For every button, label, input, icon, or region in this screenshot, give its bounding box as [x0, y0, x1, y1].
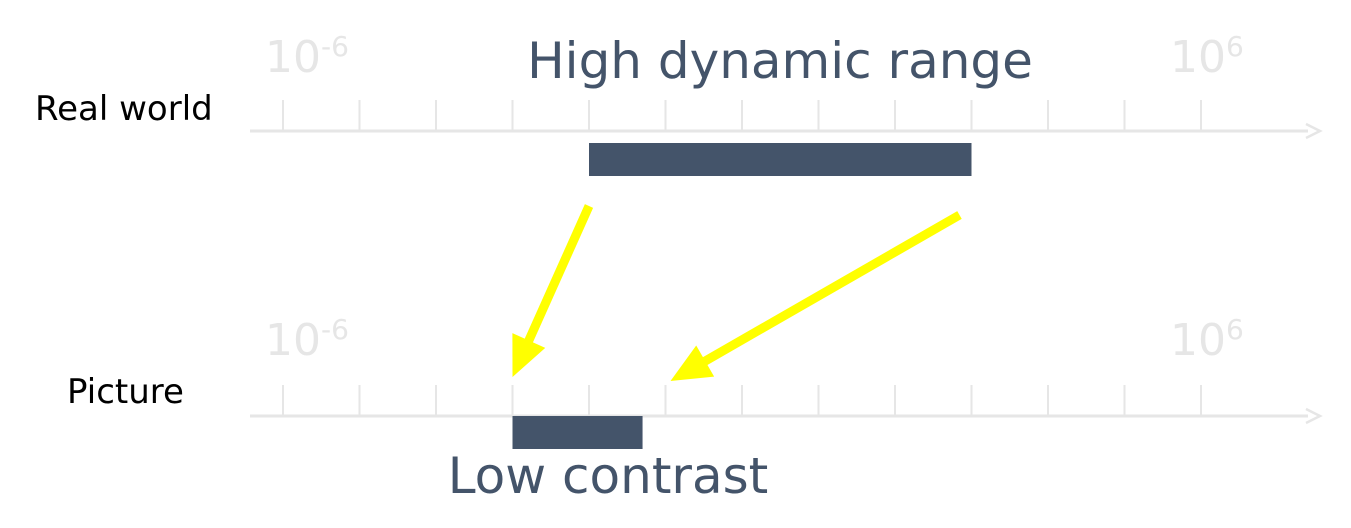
picture-axis-arrowhead [1305, 407, 1323, 425]
picture-scale-min-base: 10 [265, 315, 321, 366]
real-world-scale-min-base: 10 [265, 32, 321, 83]
arrow-range-start-shaft [523, 204, 594, 346]
real-world-scale-max-exp: 6 [1226, 30, 1244, 63]
picture-scale-max: 106 [1170, 313, 1244, 366]
real-world-label: Real world [35, 89, 213, 129]
real-world-scale-max-base: 10 [1170, 32, 1226, 83]
real-world-axis-arrowhead [1305, 122, 1323, 140]
arrow-range-end [670, 211, 962, 381]
picture-caption: Low contrast [448, 447, 769, 505]
arrow-range-start-head [512, 333, 546, 377]
picture-label: Picture [67, 372, 184, 412]
picture-scale-max-exp: 6 [1226, 313, 1244, 346]
arrow-range-end-head [670, 345, 715, 381]
picture-scale-min-exp: -6 [321, 313, 349, 346]
real-world-scale: 10-6 106 [265, 30, 1244, 83]
mapping-arrows [512, 204, 962, 381]
real-world-scale-min: 10-6 [265, 30, 349, 83]
real-world-range-holder [589, 143, 972, 176]
real-world-range-bar [589, 143, 972, 176]
real-world-scale-max: 106 [1170, 30, 1244, 83]
real-world-caption: High dynamic range [527, 32, 1033, 90]
picture-scale-max-base: 10 [1170, 315, 1226, 366]
picture-range-holder [512, 416, 643, 449]
arrow-range-end-shaft [699, 211, 962, 367]
picture-range-bar [512, 416, 643, 449]
picture-scale: 10-6 106 [265, 313, 1244, 366]
arrow-range-start [512, 204, 594, 377]
picture-scale-min: 10-6 [265, 313, 349, 366]
real-world-axis [250, 100, 1323, 140]
real-world-scale-min-exp: -6 [321, 30, 349, 63]
picture-axis [250, 385, 1323, 425]
